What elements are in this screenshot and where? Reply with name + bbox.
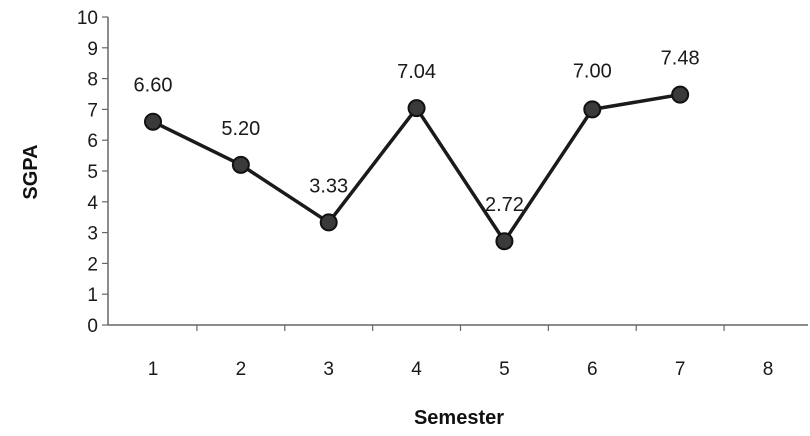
data-labels: 6.60 5.20 3.33 7.04 2.72 7.00 7.48 — [134, 48, 700, 217]
x-tick-label: 2 — [236, 359, 247, 380]
y-tick-label: 3 — [87, 224, 98, 245]
data-point — [144, 112, 162, 131]
data-label: 2.72 — [485, 194, 524, 216]
data-label: 3.33 — [309, 175, 348, 197]
data-label: 7.04 — [397, 61, 436, 83]
data-label: 5.20 — [221, 118, 260, 140]
y-tick-label: 8 — [87, 70, 98, 91]
data-point — [583, 100, 602, 119]
x-tick-label: 8 — [763, 359, 774, 380]
series-group — [144, 85, 690, 251]
x-tick-label: 5 — [499, 359, 510, 380]
data-label: 6.60 — [134, 75, 173, 97]
y-tick-label: 0 — [87, 316, 98, 337]
x-tick-label: 1 — [148, 359, 159, 380]
y-tick-label: 7 — [87, 100, 98, 121]
x-tick-label: 3 — [323, 359, 334, 380]
data-point — [495, 232, 514, 251]
y-tick-label: 9 — [87, 39, 98, 60]
y-axis-ticks: 0 1 2 3 4 5 6 7 8 9 10 — [77, 8, 108, 337]
x-tick-label: 4 — [411, 359, 422, 380]
y-tick-label: 1 — [87, 285, 98, 306]
data-point — [319, 213, 338, 232]
data-label: 7.48 — [661, 48, 700, 70]
y-tick-label: 10 — [77, 8, 98, 29]
x-tick-label: 6 — [587, 359, 598, 380]
data-point — [407, 99, 426, 118]
data-point — [671, 85, 690, 104]
data-label: 7.00 — [573, 60, 612, 82]
x-tick-label: 7 — [675, 359, 686, 380]
y-axis-title: SGPA — [20, 144, 42, 199]
data-point — [231, 155, 250, 174]
y-tick-label: 5 — [87, 162, 98, 183]
y-tick-label: 6 — [87, 131, 98, 152]
y-tick-label: 2 — [87, 254, 98, 275]
x-axis-ticks: 1 2 3 4 5 6 7 8 — [148, 325, 774, 380]
x-axis-title: Semester — [414, 407, 504, 429]
y-tick-label: 4 — [87, 193, 98, 214]
